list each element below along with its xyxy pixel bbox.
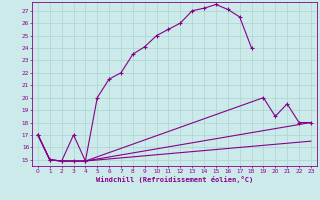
X-axis label: Windchill (Refroidissement éolien,°C): Windchill (Refroidissement éolien,°C) — [96, 176, 253, 183]
